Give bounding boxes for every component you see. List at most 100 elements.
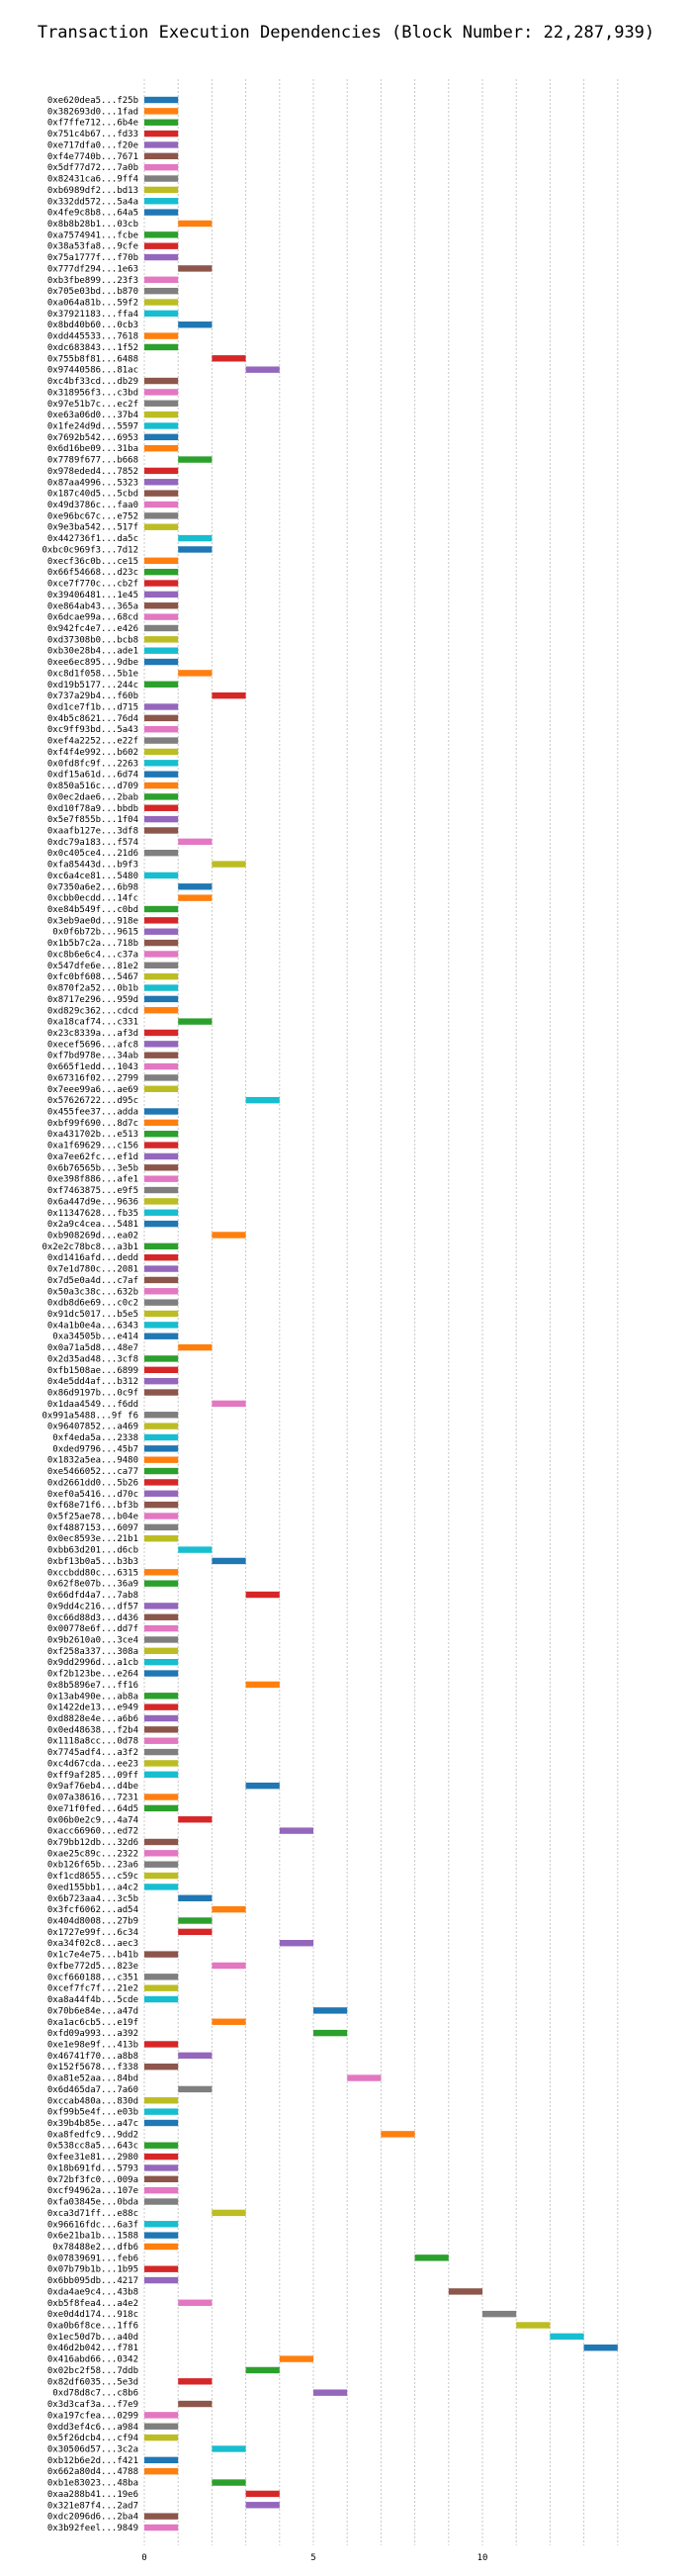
y-tick-label: 0x3eb9ae0d...918e bbox=[47, 916, 138, 926]
bar bbox=[212, 1557, 246, 1565]
y-tick-label: 0x7d5e0a4d...c7af bbox=[47, 1276, 138, 1286]
bar bbox=[144, 636, 179, 643]
y-tick-label: 0x6b76565b...3e5b bbox=[47, 1163, 138, 1173]
y-tick-label: 0x942fc4e7...e426 bbox=[47, 624, 138, 634]
bar bbox=[144, 1029, 179, 1037]
y-tick-label: 0xf2b123be...e264 bbox=[47, 1670, 138, 1680]
bar bbox=[144, 1748, 179, 1756]
y-tick-label: 0x318956f3...c3bd bbox=[47, 388, 138, 398]
bar bbox=[144, 771, 179, 778]
y-tick-label: 0xfbe772d5...823e bbox=[47, 1962, 138, 1972]
y-tick-label: 0x152f5678...f338 bbox=[47, 2063, 138, 2072]
y-tick-label: 0x538cc8a5...643c bbox=[47, 2142, 138, 2152]
y-tick-label: 0xae25c89c...2322 bbox=[47, 1849, 138, 1859]
y-tick-label: 0xf258a337...308a bbox=[47, 1647, 138, 1657]
y-tick-label: 0xa431702b...e513 bbox=[47, 1130, 138, 1140]
y-tick-label: 0x2e2c78bc8...a3b1 bbox=[42, 1242, 138, 1252]
bar bbox=[144, 1062, 179, 1070]
bar bbox=[144, 119, 179, 126]
bar bbox=[144, 1984, 179, 1991]
y-tick-label: 0xd2661dd0...5b26 bbox=[47, 1478, 138, 1488]
bar bbox=[144, 1085, 179, 1092]
bar bbox=[144, 389, 179, 396]
y-tick-label: 0x2a9c4cea...5481 bbox=[47, 1220, 138, 1230]
y-tick-label: 0x3d3caf3a...f7e9 bbox=[47, 2400, 138, 2410]
bar bbox=[144, 1288, 179, 1295]
y-tick-label: 0x18b691fd...5793 bbox=[47, 2163, 138, 2173]
y-tick-label: 0x7789f677...b668 bbox=[47, 456, 138, 466]
bar bbox=[144, 2524, 179, 2531]
bar bbox=[178, 1343, 213, 1351]
y-tick-label: 0x46d2b042...f781 bbox=[47, 2344, 138, 2353]
bar bbox=[144, 512, 179, 519]
y-tick-label: 0xe398f886...afe1 bbox=[47, 1175, 138, 1185]
y-tick-label: 0x75a1777f...f70b bbox=[47, 253, 138, 263]
y-tick-label: 0xd1ce7f1b...d715 bbox=[47, 703, 138, 713]
bar bbox=[144, 2423, 179, 2430]
y-tick-label: 0x662a80d4...4788 bbox=[47, 2467, 138, 2477]
bar bbox=[144, 1658, 179, 1666]
bar bbox=[279, 1827, 313, 1834]
bar bbox=[144, 1513, 179, 1519]
bar bbox=[144, 1760, 179, 1767]
bar bbox=[144, 647, 179, 654]
y-tick-label: 0x404d8008...27b9 bbox=[47, 1917, 138, 1927]
bar bbox=[144, 1636, 179, 1643]
y-tick-label: 0xe84b549f...c0bd bbox=[47, 905, 138, 915]
bar bbox=[144, 1152, 179, 1160]
bar bbox=[516, 2322, 551, 2329]
y-tick-label: 0x1118a8cc...0d78 bbox=[47, 1737, 138, 1747]
bar bbox=[144, 580, 179, 587]
y-tick-label: 0xcef7fc7f...21e2 bbox=[47, 1984, 138, 1994]
bar bbox=[144, 624, 179, 632]
bar bbox=[144, 827, 179, 834]
y-tick-label: 0xb5f8fea4...a4e2 bbox=[47, 2299, 138, 2309]
grid-lines bbox=[143, 79, 619, 2545]
y-tick-label: 0x66dfd4a7...7ab8 bbox=[47, 1591, 138, 1601]
y-tick-label: 0x9e3ba542...517f bbox=[47, 523, 138, 533]
y-tick-label: 0x66f54668...d23c bbox=[47, 568, 138, 578]
bar bbox=[245, 2490, 280, 2498]
bar bbox=[144, 343, 179, 351]
y-tick-label: 0xff9af285...09ff bbox=[47, 1771, 138, 1781]
y-tick-label: 0xdd3ef4c6...a984 bbox=[47, 2423, 138, 2433]
y-tick-label: 0x755b8f81...6488 bbox=[47, 354, 138, 364]
y-tick-label: 0x978eded4...7852 bbox=[47, 467, 138, 477]
bar bbox=[144, 1333, 179, 1339]
bar bbox=[178, 220, 213, 228]
bar bbox=[178, 894, 213, 901]
y-tick-label: 0xf7bd978e...34ab bbox=[47, 1052, 138, 1061]
y-tick-label: 0x8bd40b60...0cb3 bbox=[47, 321, 138, 330]
y-tick-label: 0xee6ec895...9dbe bbox=[47, 658, 138, 668]
y-tick-label: 0x6d16be09...31ba bbox=[47, 444, 138, 454]
bar bbox=[144, 1412, 179, 1419]
bar bbox=[144, 422, 179, 429]
bar bbox=[245, 1591, 280, 1599]
bar bbox=[144, 433, 179, 441]
bar bbox=[245, 1096, 280, 1104]
y-tick-label: 0xe63a06d0...37b4 bbox=[47, 411, 138, 420]
y-tick-label: 0x96407852...a469 bbox=[47, 1423, 138, 1432]
y-tick-label: 0x37921183...ffa4 bbox=[47, 310, 138, 320]
bar bbox=[144, 2434, 179, 2441]
bar bbox=[144, 905, 179, 913]
y-tick-label: 0x777df294...1e63 bbox=[47, 264, 138, 274]
y-tick-label: 0xd1416afd...dedd bbox=[47, 1253, 138, 1263]
y-tick-label: 0x57626722...d95c bbox=[47, 1096, 138, 1106]
y-tick-label: 0x6bb095db...4217 bbox=[47, 2276, 138, 2286]
bar bbox=[313, 2029, 348, 2037]
bar bbox=[178, 838, 213, 846]
y-tick-label: 0x0f6b72b...9615 bbox=[52, 928, 138, 938]
y-tick-label: 0x0ec8593e...21b1 bbox=[47, 1534, 138, 1544]
bar bbox=[144, 377, 179, 385]
y-tick-label: 0x2d35ad48...3cf8 bbox=[47, 1354, 138, 1364]
y-tick-label: 0x321e87f4...2ad7 bbox=[47, 2501, 138, 2511]
bar bbox=[178, 546, 213, 553]
bar bbox=[245, 366, 280, 373]
y-tick-label: 0xe0d4d174...918c bbox=[47, 2310, 138, 2320]
bar bbox=[144, 1501, 179, 1509]
y-tick-label: 0x6d465da7...7a60 bbox=[47, 2085, 138, 2095]
bar bbox=[279, 1940, 313, 1947]
y-tick-label: 0xcf94962a...107e bbox=[47, 2186, 138, 2196]
y-tick-label: 0x8b5896e7...ff16 bbox=[47, 1681, 138, 1691]
